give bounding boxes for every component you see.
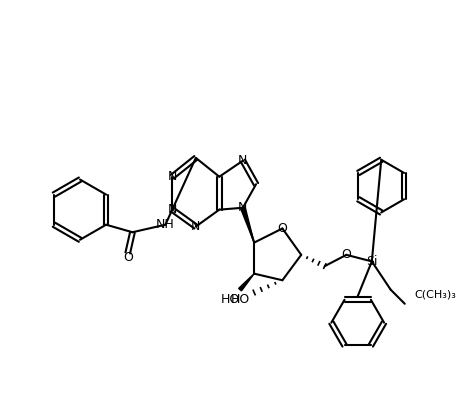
Polygon shape <box>240 207 254 243</box>
Text: HO: HO <box>230 293 250 306</box>
Text: O: O <box>342 248 351 262</box>
Text: N: N <box>168 170 177 183</box>
Text: N: N <box>238 201 248 214</box>
Text: Si: Si <box>366 255 377 268</box>
Text: N: N <box>191 220 201 233</box>
Text: N: N <box>238 154 248 167</box>
Polygon shape <box>239 274 254 291</box>
Text: N: N <box>168 203 177 216</box>
Text: O: O <box>278 222 287 235</box>
Text: C(CH₃)₃: C(CH₃)₃ <box>414 289 456 299</box>
Text: NH: NH <box>156 218 175 231</box>
Text: HO: HO <box>221 293 240 306</box>
Text: O: O <box>123 251 133 264</box>
